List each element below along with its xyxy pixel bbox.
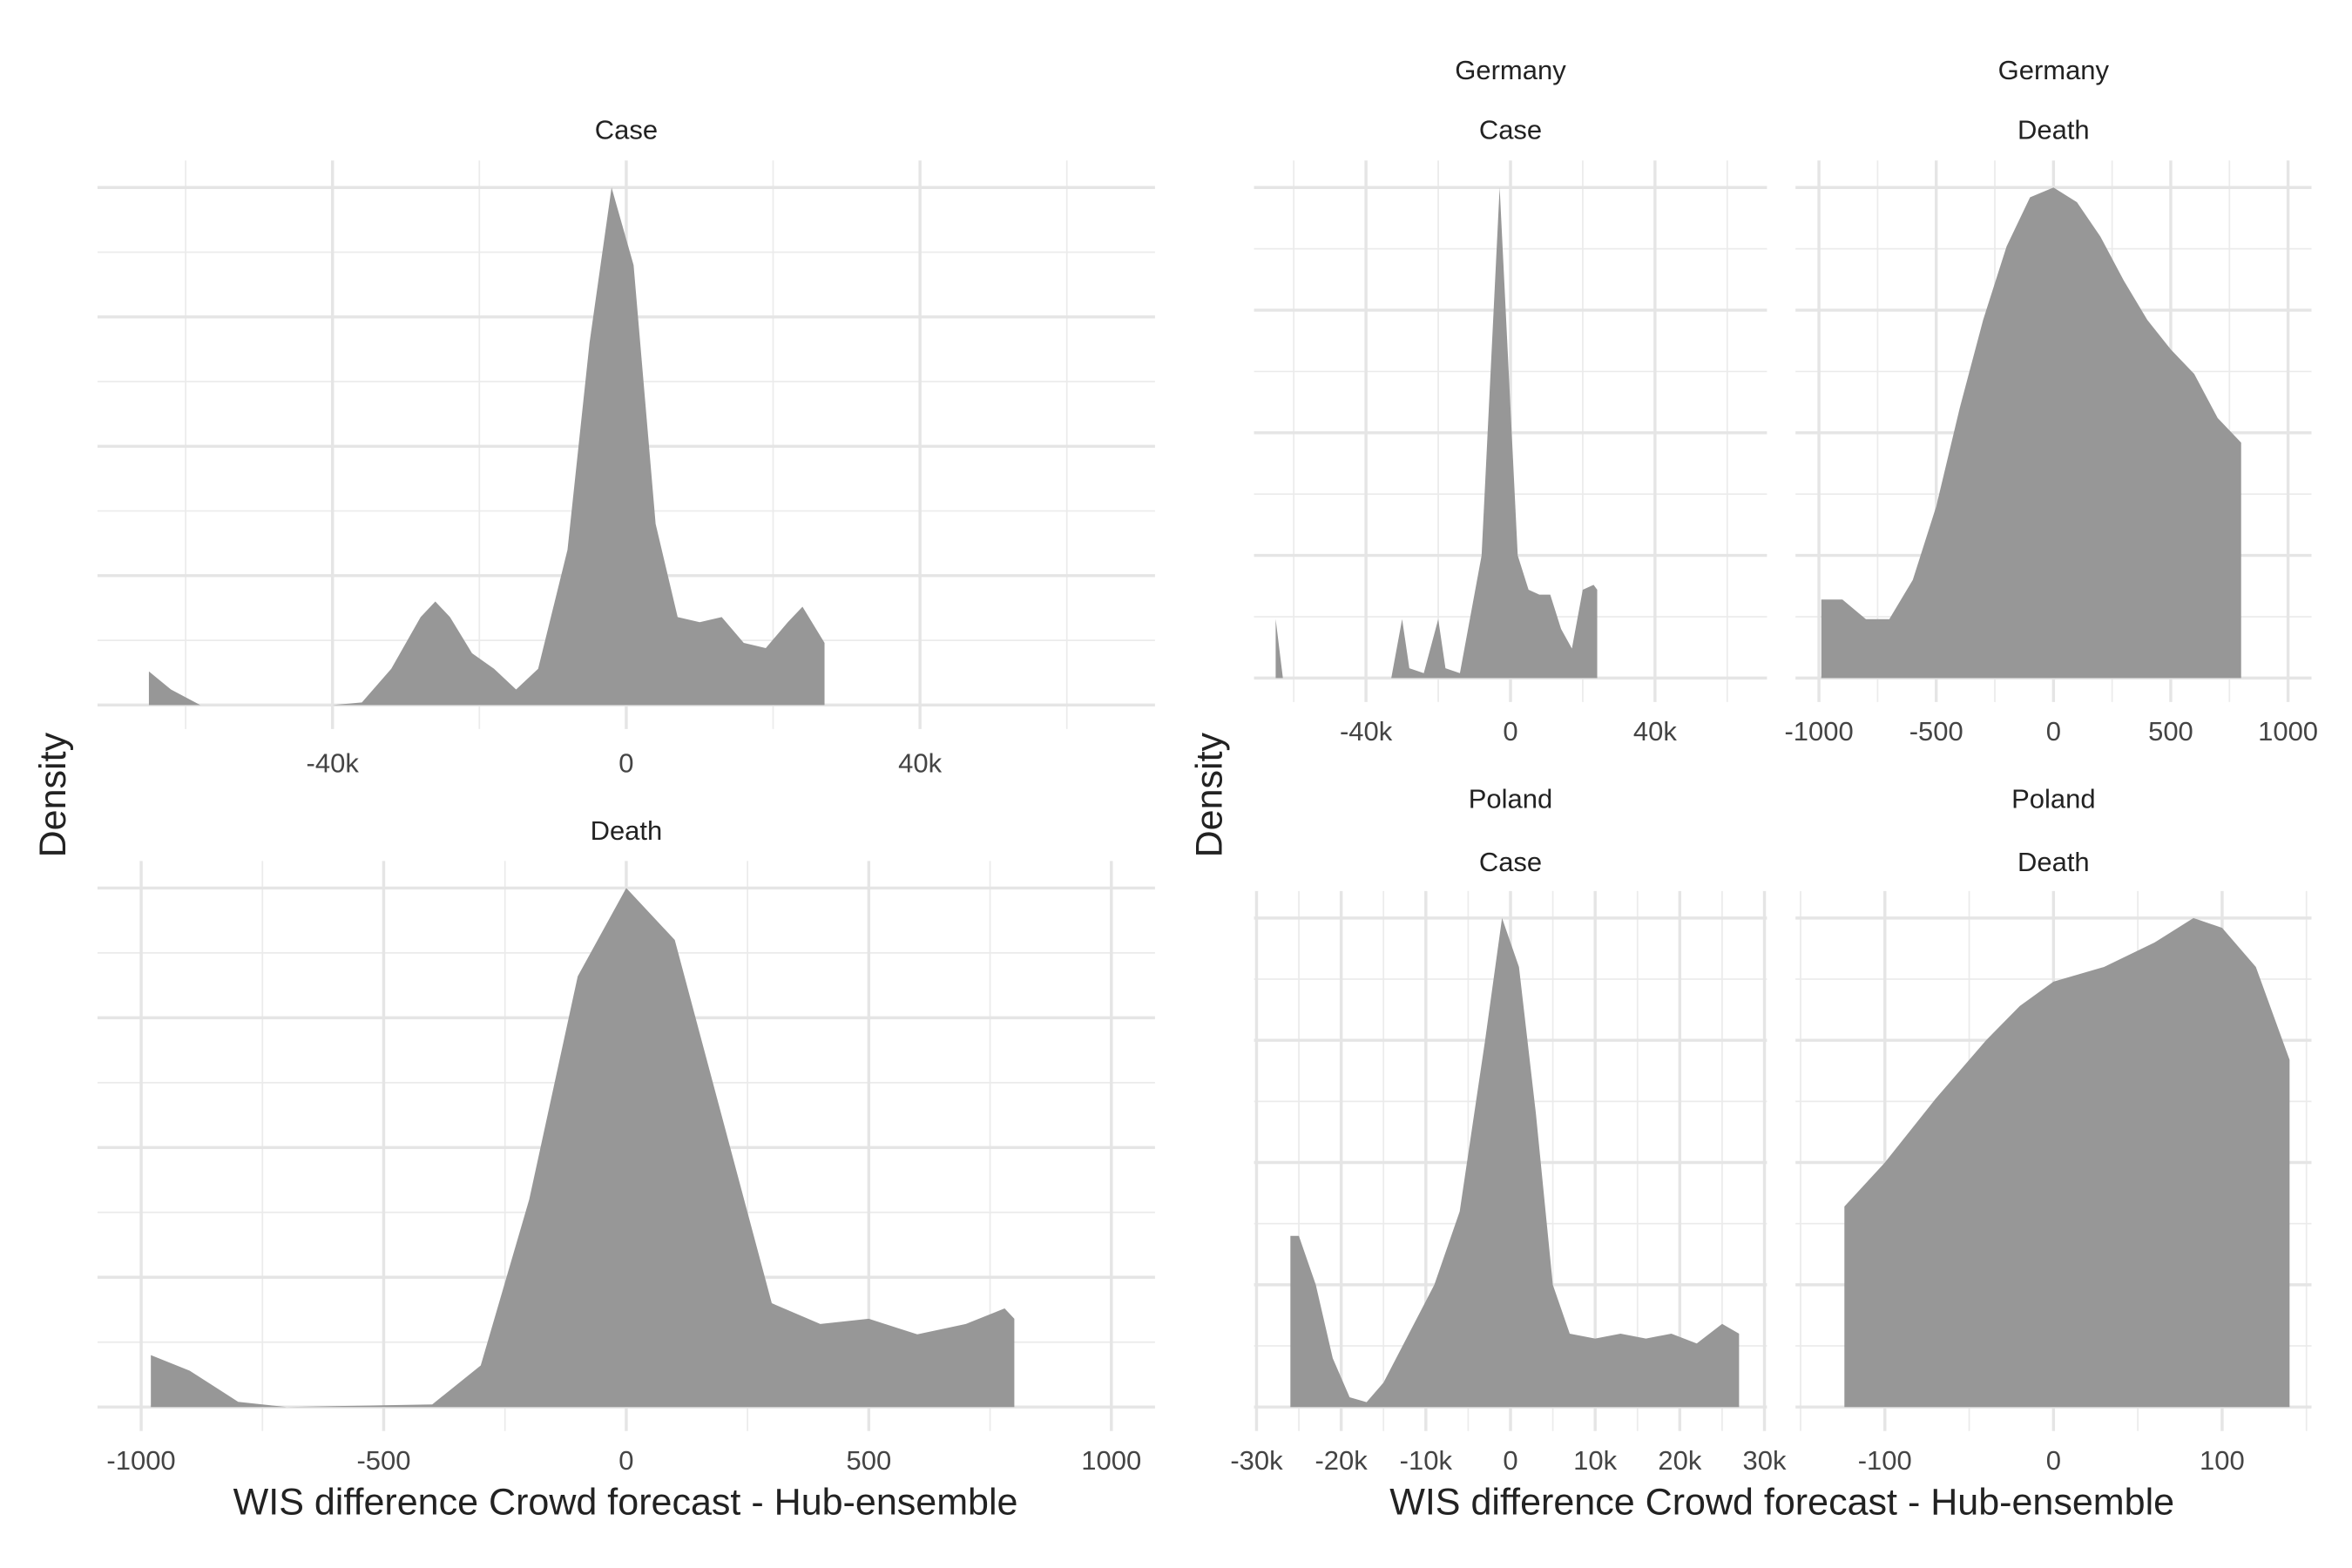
x-axis-label: WIS difference Crowd forecast - Hub-ense… <box>1389 1482 2174 1524</box>
facet-label: Death <box>2017 847 2090 877</box>
x-tick-label: 0 <box>2046 716 2061 747</box>
facet-label: Case <box>1479 115 1542 145</box>
x-tick-label: 0 <box>618 1445 633 1476</box>
x-tick-label: 0 <box>1503 1445 1517 1476</box>
x-tick-label: -1000 <box>1784 716 1853 747</box>
y-axis-label: Density <box>32 732 74 857</box>
density-area <box>1290 917 1740 1408</box>
x-tick-label: 0 <box>1503 716 1517 747</box>
x-tick-label: 40k <box>1633 716 1677 747</box>
x-tick-label: -1000 <box>106 1445 175 1476</box>
x-tick-label: 10k <box>1573 1445 1617 1476</box>
x-tick-label: 500 <box>846 1445 891 1476</box>
facet-label: Death <box>591 815 663 846</box>
facet-label: Germany <box>1455 55 1566 85</box>
density-area <box>1844 917 2290 1408</box>
x-tick-label: 40k <box>898 747 942 778</box>
x-tick-label: -30k <box>1230 1445 1283 1476</box>
facet-label: Death <box>2017 115 2090 145</box>
density-area <box>1275 187 1598 679</box>
x-tick-label: -100 <box>1858 1445 1912 1476</box>
x-tick-label: 500 <box>2148 716 2193 747</box>
facet-label: Case <box>595 115 658 145</box>
x-tick-label: -20k <box>1315 1445 1368 1476</box>
x-tick-label: 1000 <box>2258 716 2318 747</box>
x-tick-label: 0 <box>618 747 633 778</box>
density-area <box>1821 187 2241 679</box>
x-tick-label: 1000 <box>1081 1445 1141 1476</box>
x-tick-label: 30k <box>1743 1445 1787 1476</box>
x-axis-label: WIS difference Crowd forecast - Hub-ense… <box>233 1482 1018 1524</box>
x-tick-label: -10k <box>1400 1445 1453 1476</box>
x-tick-label: -40k <box>1340 716 1393 747</box>
x-tick-label: 0 <box>2046 1445 2061 1476</box>
density-area <box>151 888 1015 1408</box>
x-tick-label: 20k <box>1658 1445 1701 1476</box>
x-tick-label: -40k <box>307 747 360 778</box>
x-tick-label: -500 <box>356 1445 410 1476</box>
y-axis-label: Density <box>1189 732 1231 857</box>
facet-label: Case <box>1479 847 1542 877</box>
x-tick-label: 100 <box>2200 1445 2245 1476</box>
facet-label: Poland <box>2011 784 2095 814</box>
density-area <box>148 187 825 706</box>
facet-label: Germany <box>1998 55 2110 85</box>
x-tick-label: -500 <box>1909 716 1963 747</box>
facet-label: Poland <box>1469 784 1552 814</box>
